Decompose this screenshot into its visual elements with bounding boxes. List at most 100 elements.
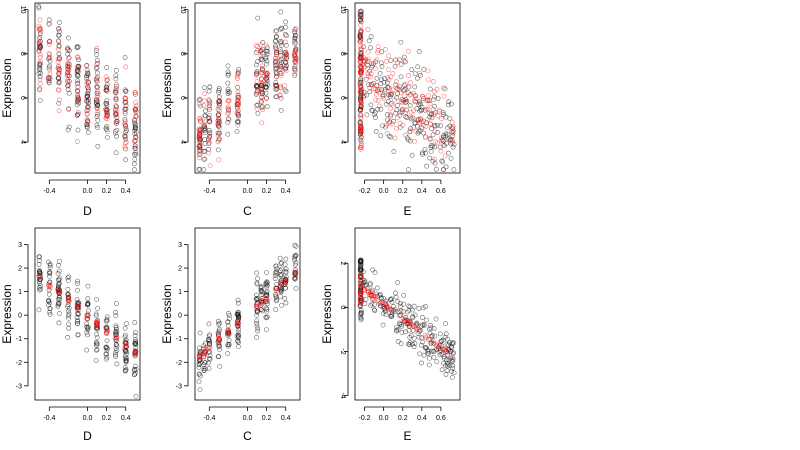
panel-3-fitted-point xyxy=(397,120,403,126)
panel-6-observed-point xyxy=(412,341,418,346)
panel-3-observed-point xyxy=(398,62,404,67)
panel-3-observed-point xyxy=(373,129,379,134)
panel-6-observed-point xyxy=(393,309,399,315)
panel-4-fitted-point xyxy=(95,319,101,325)
panel-2-observed-point xyxy=(264,49,270,54)
panel-4-observed-point xyxy=(124,321,129,327)
panel-5-x-tick-label: 0.2 xyxy=(262,415,272,422)
panel-5-observed-point xyxy=(225,323,231,329)
panel-6-observed-point xyxy=(395,280,400,285)
panel-4-observed-point xyxy=(55,282,61,288)
panel-2-y-title: Expression xyxy=(160,58,174,117)
panel-6-observed-point xyxy=(395,339,401,344)
panel-2-observed-point xyxy=(274,94,279,100)
panel-6-fitted-point xyxy=(405,319,411,325)
panel-1-observed-point xyxy=(123,157,129,163)
panel-4-observed-point xyxy=(95,305,101,311)
panel-3-fitted-point xyxy=(424,106,429,112)
panel-6-observed-point xyxy=(417,351,423,357)
panel-6-observed-point xyxy=(358,308,364,313)
panel-3-fitted-point xyxy=(390,102,396,108)
panel-2-observed-point xyxy=(225,131,231,137)
panel-3-observed-point xyxy=(447,123,453,129)
panel-5-observed-point xyxy=(235,297,241,303)
panel-3-observed-point xyxy=(419,104,425,110)
panel-1-fitted-point xyxy=(47,67,53,73)
panel-1-fitted-point xyxy=(113,97,119,103)
panel-2-fitted-point xyxy=(196,135,202,141)
panel-2-observed-point xyxy=(206,116,212,121)
panel-6-y-axis: -4 -2 0 2 xyxy=(339,261,349,399)
panel-3-observed-point xyxy=(421,66,427,72)
panel-5-observed-point xyxy=(254,318,260,324)
panel-3-observed-point xyxy=(412,84,418,90)
panel-3-fitted-point xyxy=(449,129,454,135)
panel-1-fitted-point xyxy=(55,56,61,62)
panel-6-observed-point xyxy=(445,362,451,367)
panel-3-observed-point xyxy=(368,45,374,51)
panel-1-fitted-point xyxy=(94,76,100,82)
panel-3-observed-point xyxy=(404,98,410,104)
panel-5-fitted-point xyxy=(274,288,280,294)
panel-6-observed-point xyxy=(397,300,403,306)
panel-1-fitted-point xyxy=(113,88,119,94)
panel-1-fitted-point xyxy=(47,75,53,80)
panel-2-fitted-point xyxy=(254,91,259,97)
panel-1-observed-point xyxy=(113,95,119,101)
panel-1-observed-point xyxy=(56,100,62,106)
panel-2-fitted-point xyxy=(273,47,279,53)
panel-5-observed-point xyxy=(215,354,221,360)
panel-6: -0.2 0.0 0.2 0.4 0.6 -4 -2 0 2 E Expression xyxy=(320,227,461,443)
panel-4-fitted-point xyxy=(47,282,53,288)
panel-3-fitted-point xyxy=(437,107,442,113)
panel-5-observed-point xyxy=(259,289,265,294)
panel-3-fitted-point xyxy=(430,106,436,112)
panel-6-fitted-point xyxy=(429,339,435,345)
panel-3-fitted-point xyxy=(375,98,381,104)
panel-2-fitted-point xyxy=(201,103,207,108)
panel-6-x-tick-label: 0.2 xyxy=(398,415,408,422)
panel-2-observed-point xyxy=(282,31,288,37)
panel-6-observed-point xyxy=(371,307,377,312)
panel-1-fitted-point xyxy=(84,111,90,117)
panel-5-observed-point xyxy=(263,314,269,320)
panel-3-observed-point xyxy=(446,150,451,156)
panel-2-fitted-point xyxy=(198,145,204,151)
panel-2-fitted-point xyxy=(225,105,231,111)
panel-4-observed-point xyxy=(133,330,138,336)
panel-2-fitted-point xyxy=(263,43,269,49)
panel-1-observed-point xyxy=(95,102,101,108)
panel-6-fitted-point xyxy=(392,306,398,312)
panel-3-observed-point xyxy=(406,167,411,173)
panel-3-observed-point xyxy=(364,112,370,118)
panel-5-observed-point xyxy=(226,312,232,318)
panel-3-fitted-point xyxy=(441,93,447,99)
panel-4-observed-point xyxy=(47,269,52,275)
panel-3-observed-point xyxy=(414,106,420,112)
panel-5-observed-point xyxy=(255,326,261,332)
panel-5-fitted-point xyxy=(258,302,264,308)
panel-2-fitted-point xyxy=(206,105,212,111)
panel-3-fitted-point xyxy=(381,95,387,101)
panel-3-fitted-point xyxy=(392,135,398,141)
panel-3-fitted-point xyxy=(450,123,456,129)
panel-3-fitted-point xyxy=(375,48,381,53)
panel-5-observed-point xyxy=(255,276,260,282)
panel-6-observed-point xyxy=(426,351,432,357)
panel-5-observed-point xyxy=(274,271,280,276)
panel-1-observed-point xyxy=(65,127,71,133)
panel-6-y-tick-label: 2 xyxy=(339,261,346,265)
panel-3-fitted-point xyxy=(358,114,364,120)
panel-5-observed-point xyxy=(225,319,231,325)
panel-2-points xyxy=(196,9,299,173)
panel-3-fitted-point xyxy=(420,93,426,99)
panel-2-fitted-point xyxy=(207,84,213,90)
panel-3-fitted-point xyxy=(402,93,408,99)
panel-5-observed-point xyxy=(202,359,208,365)
panel-4-observed-point xyxy=(94,347,99,353)
panel-3-fitted-point xyxy=(417,70,422,76)
panel-6-observed-point xyxy=(443,363,448,369)
panel-6-x-tick-label: -0.2 xyxy=(359,415,371,422)
panel-1-fitted-point xyxy=(84,117,90,122)
panel-3-observed-point xyxy=(380,92,386,98)
